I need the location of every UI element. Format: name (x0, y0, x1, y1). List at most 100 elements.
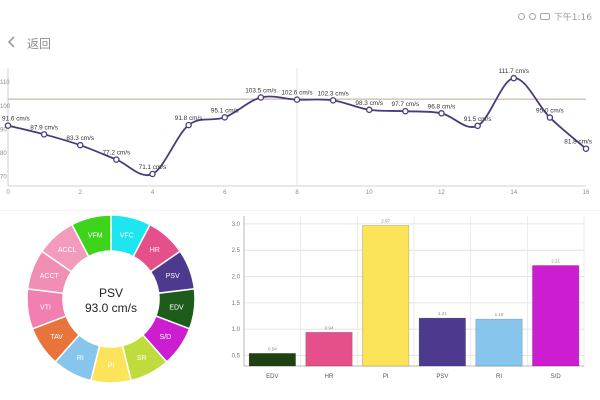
data-label: 111.7 cm/s (499, 68, 529, 75)
x-tick-label: 2 (79, 190, 83, 196)
donut-segment-label: TAV (50, 334, 63, 341)
status-bar: 下午1:16 (0, 0, 600, 26)
bar-value-label: 0.94 (325, 325, 334, 330)
y-tick-label: 3.0 (232, 222, 241, 228)
y-tick-label: 100 (0, 104, 11, 110)
x-tick-label: RI (496, 374, 502, 380)
bar-psv (418, 317, 466, 367)
data-point (113, 156, 120, 163)
x-tick-label: PI (383, 374, 389, 380)
donut-segment-label: VFC (120, 232, 134, 239)
donut-segment-label: RI (77, 355, 84, 362)
x-tick-label: 12 (438, 190, 445, 196)
y-tick-label: 1.0 (232, 327, 241, 333)
section-divider (0, 210, 600, 211)
data-point (402, 107, 409, 115)
data-label: 102.6 cm/s (281, 90, 312, 97)
back-arrow-icon[interactable] (4, 34, 20, 50)
alarm-icon (528, 13, 536, 20)
x-tick-label: 16 (583, 190, 590, 196)
x-tick-label: 4 (151, 190, 155, 196)
bar-hr (305, 332, 353, 367)
x-tick-label: 0 (6, 190, 10, 196)
y-tick-label: 110 (0, 80, 10, 86)
donut-segment-label: SR (137, 355, 147, 362)
data-point (257, 94, 265, 101)
data-label: 81.8 cm/s (564, 139, 592, 146)
donut-segment-label: HR (150, 247, 160, 254)
donut-center-label: PSV (99, 286, 123, 300)
data-point (40, 131, 48, 138)
donut-segment-vfm (70, 214, 112, 258)
donut-segment-label: VFM (88, 232, 103, 239)
bar-value-label: 1.21 (438, 311, 447, 316)
data-point (4, 122, 12, 129)
data-label: 102.3 cm/s (317, 90, 348, 97)
status-bar-right: 下午1:16 (517, 10, 592, 23)
data-point (438, 110, 445, 117)
bar-value-label: 1.19 (495, 312, 504, 317)
data-label: 96.8 cm/s (428, 103, 456, 110)
page-title[interactable]: 返回 (27, 37, 52, 51)
data-label: 91.5 cm/s (464, 116, 492, 123)
data-label: 87.9 cm/s (30, 124, 58, 131)
donut-segment-label: ACCL (58, 247, 77, 254)
donut-segment-label: ACCT (40, 273, 60, 280)
y-tick-label: 2.0 (232, 275, 241, 281)
donut-center-value: 93.0 cm/s (85, 301, 137, 315)
bar-ri (475, 318, 523, 367)
bar-pi (362, 225, 410, 367)
data-label: 95.0 cm/s (536, 108, 564, 115)
bar-value-label: 2.21 (551, 258, 560, 263)
parameter-bar-chart: 0.5 1.0 1.5 2.0 2.5 3.0 0.54 EDV 0.94 HR 2.97 PI 1.2… (232, 216, 585, 380)
x-tick-label: 8 (295, 190, 299, 196)
x-tick-label: S/D (551, 374, 562, 380)
y-tick-label: 1.5 (232, 301, 241, 307)
x-tick-label: 14 (510, 190, 517, 196)
data-label: 91.6 cm/s (2, 116, 30, 123)
y-tick-label: 90 (0, 127, 7, 133)
data-point (510, 74, 517, 82)
data-label: 95.1 cm/s (211, 107, 239, 114)
donut-segment-label: VTI (40, 304, 51, 311)
y-tick-label: 2.5 (232, 248, 241, 254)
data-point (474, 122, 481, 130)
data-label: 77.2 cm/s (103, 150, 131, 157)
donut-segment-label: S/D (159, 334, 171, 341)
y-tick-label: 70 (0, 175, 7, 181)
data-label: 103.5 cm/s (245, 88, 276, 95)
data-point (221, 114, 228, 121)
x-tick-label: PSV (436, 374, 448, 380)
data-point (293, 96, 301, 103)
data-label: 98.3 cm/s (355, 100, 383, 107)
bar-value-label: 2.97 (381, 218, 390, 223)
clock-icon (517, 13, 525, 20)
parameter-donut-chart: VFC HR PSV EDV S/D SR PI RI TAV VTI ACCT ACCL VFM PSV… (26, 214, 196, 384)
velocity-line-chart: 70 80 90 100 110 0 2 4 6 8 10 12 14 16 91.6 cm/s87.9 c… (0, 68, 592, 196)
data-point (365, 106, 373, 114)
data-point (77, 141, 84, 149)
donut-segment-label: EDV (169, 304, 184, 311)
x-tick-label: 10 (366, 190, 373, 196)
data-point (546, 114, 554, 121)
x-tick-label: HR (325, 374, 334, 380)
data-label: 71.1 cm/s (139, 164, 167, 171)
data-point (149, 170, 156, 178)
data-label: 83.3 cm/s (66, 135, 94, 142)
battery-icon (539, 13, 550, 20)
data-label: 97.7 cm/s (392, 101, 420, 108)
y-tick-label: 80 (0, 151, 7, 157)
donut-segment-label: PI (108, 363, 115, 370)
data-point (185, 121, 192, 129)
bar-s-d (532, 265, 580, 367)
app-bar: 返回 (0, 28, 600, 60)
bar-edv (248, 353, 296, 367)
data-point (329, 97, 337, 104)
data-label: 91.8 cm/s (175, 115, 203, 122)
bar-value-label: 0.54 (268, 346, 277, 351)
x-tick-label: 6 (223, 190, 227, 196)
x-tick-label: EDV (266, 374, 278, 380)
status-time: 下午1:16 (553, 13, 592, 23)
donut-segment-label: PSV (166, 273, 180, 280)
data-point (582, 145, 590, 152)
